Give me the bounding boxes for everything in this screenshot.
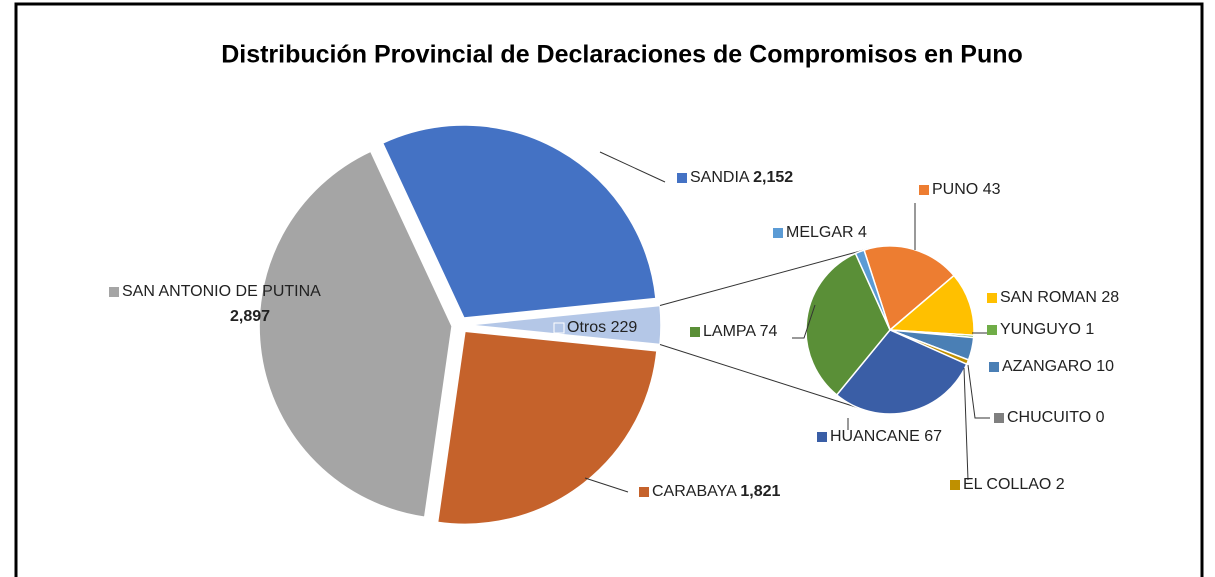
category-label: EL COLLAO [963, 476, 1051, 493]
legend-swatch [919, 185, 929, 195]
category-label: MELGAR [786, 224, 854, 241]
pie-slice [258, 150, 453, 519]
value-label: 2,152 [753, 169, 793, 186]
leader-line [963, 367, 969, 481]
data-label: CHUCUITO 0 [1007, 409, 1105, 426]
legend-swatch [989, 362, 999, 372]
category-label: SAN ROMAN [1000, 289, 1097, 306]
connector-line [659, 248, 870, 306]
value-label: 67 [924, 428, 942, 445]
pie-slice [863, 245, 956, 332]
data-label: CARABAYA 1,821 [652, 483, 780, 500]
pie-slice [381, 124, 657, 319]
value-label: 229 [611, 319, 638, 336]
leader-line [967, 364, 990, 419]
data-label: AZANGARO 10 [1002, 358, 1114, 375]
legend-swatch [994, 413, 1004, 423]
value-label: 4 [858, 224, 867, 241]
legend-swatch [639, 487, 649, 497]
category-label: Otros [567, 319, 606, 336]
data-label: LAMPA 74 [703, 323, 778, 340]
legend-swatch [950, 480, 960, 490]
leader-line [599, 151, 666, 183]
value-label: 1,821 [740, 483, 780, 500]
category-label: SANDIA [690, 169, 750, 186]
category-label: YUNGUYO [1000, 321, 1081, 338]
category-label: HUANCANE [830, 428, 920, 445]
value-label: 2,897 [230, 308, 270, 325]
leader-line [584, 477, 629, 493]
pie-slice [854, 249, 891, 331]
pie-slice [436, 330, 658, 526]
data-label: YUNGUYO 1 [1000, 321, 1094, 338]
legend-swatch [690, 327, 700, 337]
data-label: SAN ANTONIO DE PUTINA [122, 283, 321, 300]
legend-swatch [553, 322, 565, 334]
category-label: PUNO [932, 181, 978, 198]
connector-line [659, 344, 859, 409]
data-label: HUANCANE 67 [830, 428, 942, 445]
legend-swatch [987, 325, 997, 335]
data-label: SAN ROMAN 28 [1000, 289, 1119, 306]
pie-slice [467, 304, 662, 346]
data-label: PUNO 43 [932, 181, 1001, 198]
legend-swatch [987, 293, 997, 303]
pie-slice [835, 329, 968, 415]
data-label: MELGAR 4 [786, 224, 867, 241]
category-label: CARABAYA [652, 483, 737, 500]
legend-swatch [817, 432, 827, 442]
value-label: 1 [1085, 321, 1094, 338]
value-label: 43 [983, 181, 1001, 198]
category-label: LAMPA [703, 323, 756, 340]
value-label: 10 [1096, 358, 1114, 375]
category-label: CHUCUITO [1007, 409, 1091, 426]
category-label: SAN ANTONIO DE PUTINA [122, 283, 321, 300]
category-label: AZANGARO [1002, 358, 1092, 375]
data-label: SANDIA 2,152 [690, 169, 793, 186]
value-label: 74 [760, 323, 778, 340]
value-label: 0 [1096, 409, 1105, 426]
legend-swatch [773, 228, 783, 238]
value-label: 28 [1101, 289, 1119, 306]
chart-title: Distribución Provincial de Declaraciones… [221, 41, 1023, 69]
pie-slice [888, 274, 975, 337]
legend-swatch [109, 287, 119, 297]
value-label: 2 [1056, 476, 1065, 493]
data-label: Otros 229 [567, 319, 637, 336]
leader-line [792, 304, 816, 339]
data-label: EL COLLAO 2 [963, 476, 1065, 493]
pie-slice [805, 252, 891, 396]
legend-swatch [677, 173, 687, 183]
